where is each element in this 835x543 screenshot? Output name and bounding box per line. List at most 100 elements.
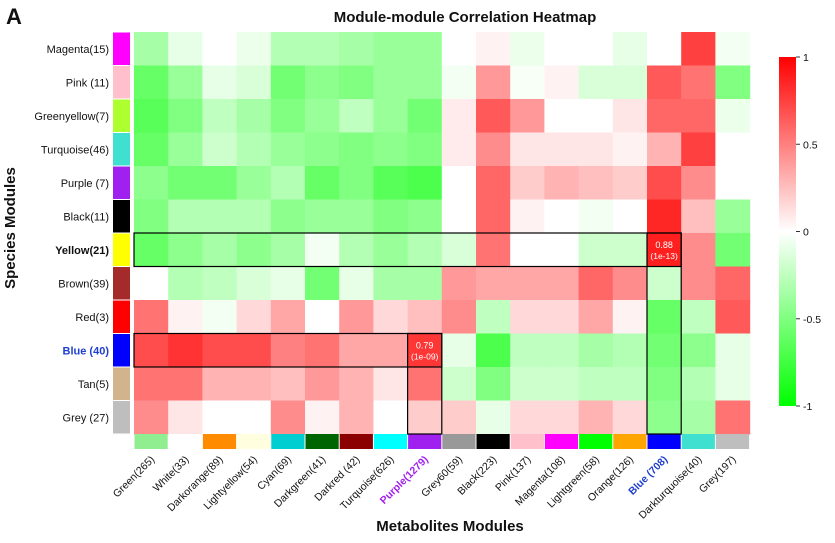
heatmap-cell bbox=[578, 166, 614, 201]
heatmap-cell bbox=[168, 199, 203, 234]
heatmap-cell bbox=[544, 266, 580, 301]
heatmap-cell bbox=[715, 166, 751, 201]
column-color-swatch bbox=[510, 434, 544, 449]
row-color-swatch bbox=[113, 166, 130, 199]
heatmap-cell bbox=[681, 199, 716, 234]
heatmap-cell bbox=[544, 32, 580, 67]
heatmap-cell bbox=[339, 65, 374, 100]
heatmap-cell bbox=[647, 333, 682, 368]
annotation-value: 0.88 bbox=[655, 240, 673, 250]
heatmap-cell bbox=[270, 367, 306, 402]
colorbar-tick-label: 0.5 bbox=[803, 139, 818, 151]
annotation-value: 0.79 bbox=[416, 340, 434, 350]
heatmap-cell bbox=[407, 132, 443, 167]
heatmap-cell bbox=[168, 400, 203, 435]
heatmap-cell bbox=[339, 166, 374, 201]
row-color-swatch bbox=[113, 32, 130, 65]
column-label: Darkturquoise(40) bbox=[637, 454, 705, 522]
heatmap-cell bbox=[236, 400, 272, 435]
heatmap-cell bbox=[544, 367, 580, 402]
heatmap-cell bbox=[407, 32, 443, 67]
heatmap-cell bbox=[715, 300, 751, 335]
column-color-swatch bbox=[715, 434, 750, 449]
heatmap-cell bbox=[339, 400, 374, 435]
row-color-swatch bbox=[113, 200, 130, 233]
row-color-swatch bbox=[113, 267, 130, 300]
heatmap-cell bbox=[236, 199, 272, 234]
heatmap-cell bbox=[339, 300, 374, 335]
colorbar-gradient bbox=[779, 57, 796, 406]
heatmap-cell bbox=[715, 32, 751, 67]
heatmap-cell bbox=[681, 367, 716, 402]
colorbar-tick-label: 1 bbox=[803, 52, 809, 64]
heatmap-cell bbox=[270, 65, 306, 100]
heatmap-cell bbox=[236, 233, 272, 268]
heatmap-cell bbox=[510, 400, 545, 435]
heatmap-cell bbox=[647, 99, 682, 134]
heatmap-cell bbox=[202, 132, 238, 167]
column-color-swatch bbox=[305, 434, 339, 449]
heatmap-cell bbox=[202, 32, 238, 67]
column-color-swatch bbox=[613, 434, 647, 449]
heatmap-cell bbox=[476, 233, 511, 268]
annotation-pvalue: (1e-13) bbox=[650, 251, 678, 261]
heatmap-cell bbox=[202, 367, 238, 402]
heatmap-cell bbox=[373, 32, 409, 67]
heatmap-cell bbox=[612, 266, 648, 301]
heatmap-cell bbox=[510, 266, 545, 301]
heatmap-cell bbox=[647, 266, 682, 301]
heatmap-cell bbox=[202, 233, 238, 268]
heatmap-cell bbox=[373, 65, 409, 100]
heatmap-cell bbox=[715, 367, 751, 402]
heatmap-cell bbox=[305, 166, 340, 201]
heatmap-cell bbox=[681, 333, 716, 368]
heatmap-cell bbox=[544, 132, 580, 167]
heatmap-cell bbox=[134, 233, 169, 268]
heatmap-cell bbox=[305, 400, 340, 435]
heatmap-cell bbox=[373, 199, 409, 234]
heatmap-cell bbox=[647, 300, 682, 335]
heatmap-cell bbox=[305, 199, 340, 234]
heatmap-cell bbox=[305, 132, 340, 167]
heatmap-cell bbox=[441, 132, 477, 167]
heatmap-cell bbox=[476, 300, 511, 335]
heatmap-cell bbox=[647, 233, 682, 268]
row-label: Magenta(15) bbox=[47, 44, 109, 56]
heatmap-cell bbox=[134, 32, 169, 67]
heatmap-cell bbox=[612, 166, 648, 201]
heatmap-cell bbox=[715, 65, 751, 100]
heatmap-cell bbox=[578, 132, 614, 167]
row-label: Turquoise(46) bbox=[41, 144, 109, 156]
panel-letter: A bbox=[6, 4, 22, 29]
heatmap-cell bbox=[612, 233, 648, 268]
heatmap-cell bbox=[544, 300, 580, 335]
heatmap-cell bbox=[510, 199, 545, 234]
heatmap-cell bbox=[715, 266, 751, 301]
heatmap-cell bbox=[168, 65, 203, 100]
heatmap-cell bbox=[202, 99, 238, 134]
row-color-swatch bbox=[113, 66, 130, 99]
heatmap-cell bbox=[270, 233, 306, 268]
heatmap-cell bbox=[168, 32, 203, 67]
column-color-swatch bbox=[408, 434, 442, 449]
heatmap-cell bbox=[202, 333, 238, 368]
heatmap-cell bbox=[168, 132, 203, 167]
heatmap-cell bbox=[134, 333, 169, 368]
heatmap-cell bbox=[305, 65, 340, 100]
heatmap-cell bbox=[681, 65, 716, 100]
row-color-swatch bbox=[113, 367, 130, 400]
column-color-swatch bbox=[237, 434, 271, 449]
heatmap-cell bbox=[612, 32, 648, 67]
heatmap-cell bbox=[202, 166, 238, 201]
heatmap-cell bbox=[441, 32, 477, 67]
heatmap-cell bbox=[168, 166, 203, 201]
heatmap-cell bbox=[510, 32, 545, 67]
heatmap-cell bbox=[544, 65, 580, 100]
heatmap-cell bbox=[134, 65, 169, 100]
heatmap-cell bbox=[510, 333, 545, 368]
heatmap-cell bbox=[715, 233, 751, 268]
heatmap-cell bbox=[236, 300, 272, 335]
heatmap-cell bbox=[510, 367, 545, 402]
heatmap-cell bbox=[407, 199, 443, 234]
